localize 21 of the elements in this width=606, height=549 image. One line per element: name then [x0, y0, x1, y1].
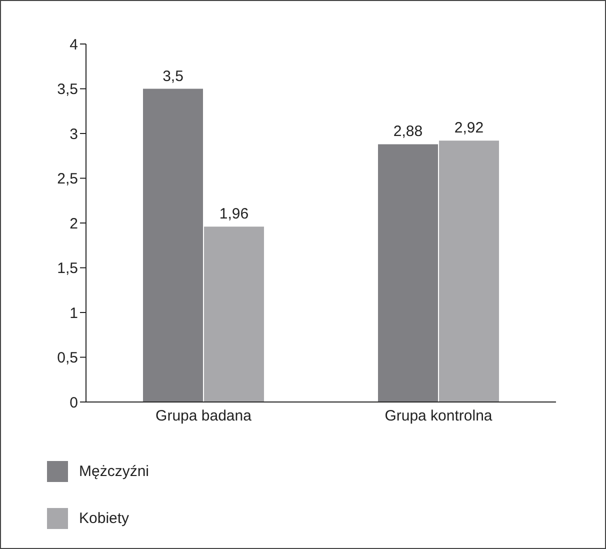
y-tick-label: 0	[70, 394, 78, 412]
y-tick-label: 0,5	[57, 350, 78, 367]
legend-label: Mężczyźni	[79, 462, 150, 480]
data-label: 2,88	[393, 123, 423, 140]
data-label: 2,92	[454, 120, 484, 137]
bar	[378, 144, 438, 402]
bar	[204, 226, 264, 402]
bar	[439, 140, 499, 402]
y-tick-label: 3	[70, 126, 78, 143]
y-tick-label: 3,5	[57, 81, 78, 98]
legend-label: Kobiety	[79, 510, 130, 526]
data-label: 3,5	[162, 68, 184, 85]
y-tick-label: 2	[70, 215, 78, 232]
x-tick-label: Grupa badana	[156, 408, 252, 425]
y-tick-label: 4	[70, 36, 78, 54]
y-tick-label: 1,5	[57, 260, 78, 278]
bar	[143, 88, 203, 402]
y-tick-label: 1	[70, 304, 78, 322]
x-tick-label: Grupa kontrolna	[384, 408, 493, 425]
y-tick-label: 2,5	[57, 170, 78, 188]
data-label: 1,96	[219, 206, 249, 223]
